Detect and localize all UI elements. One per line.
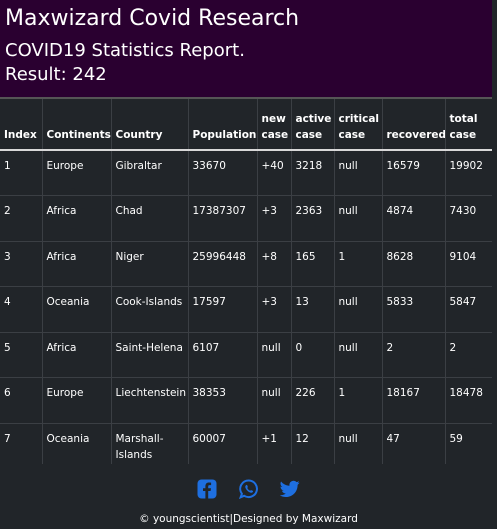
cell-continent: Oceania xyxy=(42,422,112,466)
cell-population: 17387307 xyxy=(188,195,258,241)
cell-critical-case: null xyxy=(334,422,383,466)
column-header-population: Population xyxy=(188,99,258,151)
column-header-continents: Continents xyxy=(42,99,112,151)
cell-total-case: 19902 xyxy=(445,150,492,196)
result-count: Result: 242 xyxy=(5,64,107,85)
table-row: 7 Oceania Marshall-Islands 60007 +1 12 n… xyxy=(0,422,492,466)
column-header-total-case: total case xyxy=(445,99,492,151)
cell-population: 38353 xyxy=(188,377,258,423)
cell-country: Gibraltar xyxy=(111,150,189,196)
cell-continent: Africa xyxy=(42,240,112,287)
cell-new-case: null xyxy=(257,377,292,423)
cell-total-case: 18478 xyxy=(445,377,492,423)
column-header-active-case: active case xyxy=(291,99,335,151)
cell-new-case: +3 xyxy=(257,195,292,241)
cell-critical-case: 1 xyxy=(334,240,383,287)
cell-population: 25996448 xyxy=(188,240,258,287)
cell-critical-case: null xyxy=(334,331,383,378)
report-title: COVID19 Statistics Report. xyxy=(5,40,245,61)
page-header: Maxwizard Covid Research COVID19 Statist… xyxy=(0,0,492,97)
cell-active-case: 226 xyxy=(291,377,335,423)
cell-recovered: 5833 xyxy=(382,286,446,332)
cell-index: 6 xyxy=(0,377,43,423)
cell-index: 2 xyxy=(0,195,43,241)
cell-continent: Oceania xyxy=(42,286,112,332)
footer-credit: © youngscientist|Designed by Maxwizard xyxy=(139,513,358,525)
cell-new-case: null xyxy=(257,331,292,378)
social-links xyxy=(0,479,497,503)
cell-index: 3 xyxy=(0,240,43,287)
cell-active-case: 0 xyxy=(291,331,335,378)
cell-new-case: +40 xyxy=(257,150,292,196)
cell-recovered: 16579 xyxy=(382,150,446,196)
cell-population: 33670 xyxy=(188,150,258,196)
table-row: 4 Oceania Cook-Islands 17597 +3 13 null … xyxy=(0,286,492,332)
cell-new-case: +8 xyxy=(257,240,292,287)
table-row: 3 Africa Niger 25996448 +8 165 1 8628 91… xyxy=(0,240,492,287)
cell-index: 4 xyxy=(0,286,43,332)
cell-new-case: +1 xyxy=(257,422,292,466)
cell-index: 5 xyxy=(0,331,43,378)
table-row: 1 Europe Gibraltar 33670 +40 3218 null 1… xyxy=(0,150,492,196)
cell-total-case: 2 xyxy=(445,331,492,378)
column-header-index: Index xyxy=(0,99,43,151)
cell-total-case: 59 xyxy=(445,422,492,466)
cell-country: Cook-Islands xyxy=(111,286,189,332)
cell-active-case: 2363 xyxy=(291,195,335,241)
cell-active-case: 12 xyxy=(291,422,335,466)
column-header-recovered: recovered xyxy=(382,99,446,151)
table-header-row: Index Continents Country Population new … xyxy=(0,99,492,151)
cell-total-case: 7430 xyxy=(445,195,492,241)
cell-critical-case: null xyxy=(334,195,383,241)
cell-continent: Africa xyxy=(42,331,112,378)
table-row: 2 Africa Chad 17387307 +3 2363 null 4874… xyxy=(0,195,492,241)
cell-population: 60007 xyxy=(188,422,258,466)
cell-index: 7 xyxy=(0,422,43,466)
stats-table-container[interactable]: Index Continents Country Population new … xyxy=(0,97,492,466)
column-header-country: Country xyxy=(111,99,189,151)
cell-recovered: 8628 xyxy=(382,240,446,287)
stats-table: Index Continents Country Population new … xyxy=(0,99,492,466)
cell-country: Marshall-Islands xyxy=(111,422,189,466)
table-row: 6 Europe Liechtenstein 38353 null 226 1 … xyxy=(0,377,492,423)
cell-population: 6107 xyxy=(188,331,258,378)
cell-continent: Europe xyxy=(42,377,112,423)
cell-country: Chad xyxy=(111,195,189,241)
table-row: 5 Africa Saint-Helena 6107 null 0 null 2… xyxy=(0,331,492,378)
cell-recovered: 18167 xyxy=(382,377,446,423)
twitter-icon[interactable] xyxy=(279,480,300,502)
cell-critical-case: null xyxy=(334,150,383,196)
cell-total-case: 9104 xyxy=(445,240,492,287)
app-title: Maxwizard Covid Research xyxy=(5,6,300,31)
cell-total-case: 5847 xyxy=(445,286,492,332)
cell-continent: Africa xyxy=(42,195,112,241)
cell-recovered: 47 xyxy=(382,422,446,466)
cell-active-case: 13 xyxy=(291,286,335,332)
cell-index: 1 xyxy=(0,150,43,196)
cell-country: Liechtenstein xyxy=(111,377,189,423)
whatsapp-icon[interactable] xyxy=(238,479,259,503)
cell-active-case: 3218 xyxy=(291,150,335,196)
cell-country: Saint-Helena xyxy=(111,331,189,378)
cell-new-case: +3 xyxy=(257,286,292,332)
cell-critical-case: 1 xyxy=(334,377,383,423)
cell-continent: Europe xyxy=(42,150,112,196)
page-footer: © youngscientist|Designed by Maxwizard xyxy=(0,464,497,529)
cell-recovered: 4874 xyxy=(382,195,446,241)
facebook-icon[interactable] xyxy=(197,479,217,503)
column-header-new-case: new case xyxy=(257,99,292,151)
cell-active-case: 165 xyxy=(291,240,335,287)
column-header-critical-case: critical case xyxy=(334,99,383,151)
cell-population: 17597 xyxy=(188,286,258,332)
cell-critical-case: null xyxy=(334,286,383,332)
cell-recovered: 2 xyxy=(382,331,446,378)
cell-country: Niger xyxy=(111,240,189,287)
